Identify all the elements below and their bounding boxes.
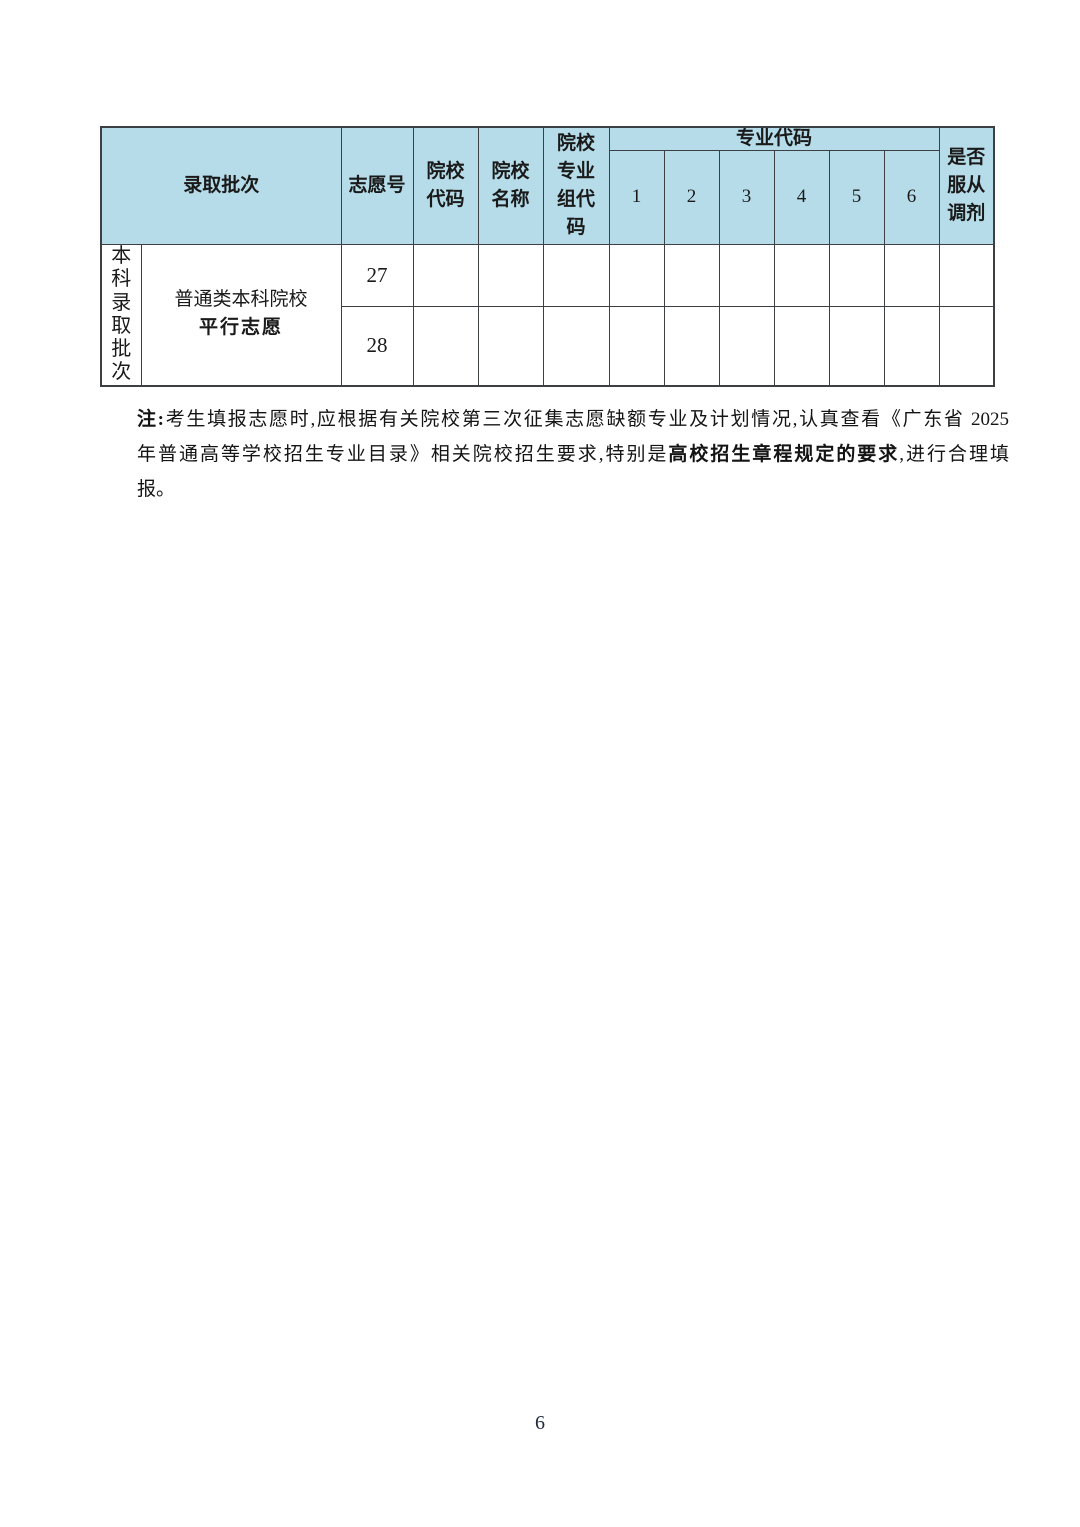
volunteer-no-28: 28 xyxy=(340,305,414,387)
note-text: 年普通高等学校招生专业目录》相关院校招生要求,特别是 xyxy=(137,444,669,465)
header-admission-batch: 录取批次 xyxy=(100,126,342,245)
header-major-code: 专业代码 xyxy=(608,126,940,151)
note-text: 考生填报志愿时,应根据有关院校第三次征集志愿缺额专业及计划情况,认真查看《广东省… xyxy=(164,409,1009,430)
note: 注:考生填报志愿时,应根据有关院校第三次征集志愿缺额专业及计划情况,认真查看《广… xyxy=(137,402,1009,507)
batch-type-line2: 平行志愿 xyxy=(199,316,284,338)
header-row-top: 录取批次 志愿号 院校 代码 院校 名称 院校 专业 组代 码 专业代码 是否 … xyxy=(100,126,995,245)
empty-major-cell-5 xyxy=(828,243,885,307)
table-row-27: 本 科 录 取 批 次 普通类本科院校 平行志愿 27 xyxy=(100,243,995,387)
empty-obey-cell xyxy=(938,305,995,387)
header-slot-2: 2 xyxy=(663,149,720,245)
empty-major-cell-2 xyxy=(663,243,720,307)
header-slot-4: 4 xyxy=(773,149,830,245)
header-slot-5: 5 xyxy=(828,149,885,245)
note-text: 报。 xyxy=(137,479,176,500)
header-college-code: 院校 代码 xyxy=(412,126,479,245)
note-text-bold: 注: xyxy=(137,409,165,430)
empty-major-cell-3 xyxy=(718,305,775,387)
empty-major-cell-1 xyxy=(608,243,665,307)
empty-college-code-cell xyxy=(412,243,479,307)
empty-obey-cell xyxy=(938,243,995,307)
empty-major-cell-5 xyxy=(828,305,885,387)
batch-type-cell: 普通类本科院校 平行志愿 xyxy=(140,243,342,387)
header-obey-adjustment: 是否 服从 调剂 xyxy=(938,126,995,245)
header-slot-6: 6 xyxy=(883,149,940,245)
note-line: 注:考生填报志愿时,应根据有关院校第三次征集志愿缺额专业及计划情况,认真查看《广… xyxy=(137,402,1009,437)
batch-vertical-label: 本 科 录 取 批 次 xyxy=(100,243,142,387)
note-line: 报。 xyxy=(137,472,1009,507)
header-slot-3: 3 xyxy=(718,149,775,245)
empty-major-cell-2 xyxy=(663,305,720,387)
volunteer-form-table: 录取批次 志愿号 院校 代码 院校 名称 院校 专业 组代 码 专业代码 是否 … xyxy=(100,126,996,387)
header-college-group-code: 院校 专业 组代 码 xyxy=(542,126,610,245)
header-volunteer-no: 志愿号 xyxy=(340,126,414,245)
table-row-28: 28 xyxy=(101,305,995,387)
note-line: 年普通高等学校招生专业目录》相关院校招生要求,特别是高校招生章程规定的要求,进行… xyxy=(137,437,1009,472)
empty-group-code-cell xyxy=(542,305,610,387)
batch-type-line1: 普通类本科院校 xyxy=(174,288,308,310)
header-row-slots: 1 2 3 4 5 6 xyxy=(101,149,994,245)
note-text-bold: 高校招生章程规定的要求 xyxy=(668,444,900,465)
volunteer-no-27: 27 xyxy=(340,243,414,307)
empty-major-cell-6 xyxy=(883,305,940,387)
empty-major-cell-4 xyxy=(773,305,830,387)
empty-major-cell-3 xyxy=(718,243,775,307)
empty-college-name-cell xyxy=(477,305,544,387)
empty-college-name-cell xyxy=(477,243,544,307)
page-number: 6 xyxy=(535,1412,545,1434)
header-slot-1: 1 xyxy=(608,149,665,245)
note-text: ,进行合理填 xyxy=(899,444,1009,465)
empty-major-cell-4 xyxy=(773,243,830,307)
empty-major-cell-6 xyxy=(883,243,940,307)
empty-major-cell-1 xyxy=(608,305,665,387)
empty-group-code-cell xyxy=(542,243,610,307)
header-college-name: 院校 名称 xyxy=(477,126,544,245)
empty-college-code-cell xyxy=(412,305,479,387)
